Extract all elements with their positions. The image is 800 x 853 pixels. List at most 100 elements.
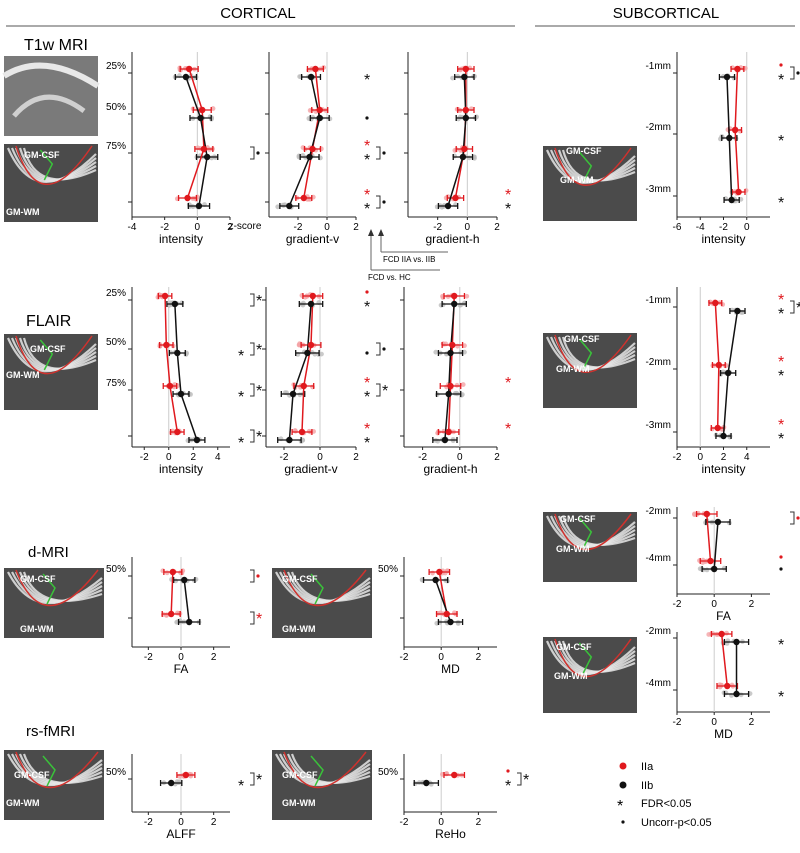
surface-contour xyxy=(290,753,371,784)
key-arrow-hc xyxy=(368,229,374,236)
surface-contour xyxy=(290,571,371,602)
iia-subject-dot xyxy=(164,570,170,576)
iib-mean-point xyxy=(286,202,293,210)
sig-ab-fdr: * xyxy=(256,611,262,628)
iib-mean-point xyxy=(451,300,458,308)
iia-mean-point xyxy=(312,65,319,73)
iib-mean-line xyxy=(288,303,312,441)
boundary-contour xyxy=(554,334,632,373)
iib-subject-dot xyxy=(450,75,455,81)
iia-mean-point xyxy=(200,145,208,153)
panel-sub_md: -2 0 2 MD -2mm * -4mm * xyxy=(645,626,784,741)
iia-subject-dot xyxy=(174,610,180,616)
boundary-contour xyxy=(554,513,632,551)
sig-ab-fdr: * xyxy=(256,383,262,400)
legend-uncorr-marker xyxy=(621,820,625,824)
iia-mean-line xyxy=(303,68,321,199)
y-tick-label: -2mm xyxy=(645,122,671,133)
x-tick-label: 0 xyxy=(195,222,201,233)
sig-bracket xyxy=(376,146,381,160)
lesion-contour xyxy=(42,573,56,605)
surface-contour xyxy=(545,336,636,371)
x-tick-label: -2 xyxy=(673,599,682,610)
x-tick-label: -2 xyxy=(280,452,289,463)
iia-mean-point xyxy=(714,424,721,432)
sig-ab-uncorr xyxy=(796,516,800,520)
sig-bracket xyxy=(250,569,255,583)
gm-wm-label: GM-WM xyxy=(6,207,40,217)
y-tick-label: 50% xyxy=(106,337,126,348)
iib-mean-point xyxy=(307,300,315,308)
iia-mean-line xyxy=(706,513,712,562)
iib-mean-point xyxy=(462,114,470,122)
iia-mean-point xyxy=(451,771,458,779)
iib-subject-dot xyxy=(297,74,303,80)
y-tick-label: -4mm xyxy=(645,678,671,689)
x-tick-label: -2 xyxy=(144,652,153,663)
iia-mean-point xyxy=(307,341,315,349)
iib-subject-dot xyxy=(454,390,459,396)
iia-mean-point xyxy=(166,382,174,390)
x-tick-label: -2 xyxy=(673,717,682,728)
iib-mean-line xyxy=(183,579,190,623)
iib-mean-point xyxy=(182,73,190,81)
iia-mean-point xyxy=(436,568,443,576)
sig-iib-uncorr xyxy=(365,116,369,120)
x-axis-label: gradient-v xyxy=(286,232,339,246)
sig-iib-fdr: * xyxy=(505,778,511,795)
x-tick-label: 0 xyxy=(711,717,717,728)
y-tick-label: -1mm xyxy=(645,295,671,306)
boundary-contour xyxy=(15,335,93,375)
legend-iia-label: IIa xyxy=(641,761,654,773)
iia-mean-point xyxy=(309,292,316,300)
iib-subject-dot xyxy=(319,351,324,357)
sig-ab-fdr: * xyxy=(256,772,262,789)
sig-iia-fdr: * xyxy=(778,417,784,434)
brain-thumbnail: GM-CSF GM-WM xyxy=(4,750,104,820)
y-tick-label: -2mm xyxy=(645,357,671,368)
y-tick-label: -3mm xyxy=(645,184,671,195)
gm-csf-label: GM-CSF xyxy=(560,514,596,524)
sig-iia-uncorr xyxy=(506,769,510,773)
lesion-contour xyxy=(578,338,593,370)
x-axis-label: MD xyxy=(441,662,460,676)
subcortical-header: SUBCORTICAL xyxy=(613,5,719,22)
surface-contour xyxy=(22,571,103,602)
iib-mean-line xyxy=(447,76,467,207)
sig-bracket xyxy=(376,195,381,209)
gm-csf-label: GM-CSF xyxy=(282,770,318,780)
iia-mean-point xyxy=(161,292,169,300)
iib-mean-point xyxy=(445,390,452,398)
sig-iib-fdr: * xyxy=(364,435,370,452)
sig-bracket xyxy=(517,772,522,786)
sig-iia-uncorr xyxy=(365,290,369,294)
x-tick-label: 2 xyxy=(211,652,217,663)
x-tick-label: -2 xyxy=(433,222,442,233)
x-tick-label: 0 xyxy=(438,817,444,828)
boundary-contour xyxy=(15,569,99,607)
iia-mean-point xyxy=(300,382,307,390)
x-axis-label: intensity xyxy=(701,462,745,476)
iib-mean-point xyxy=(289,390,297,398)
y-tick-label: 50% xyxy=(378,564,398,575)
iia-subject-dot xyxy=(293,428,298,434)
iia-mean-point xyxy=(731,126,739,134)
gm-wm-label: GM-WM xyxy=(6,798,40,808)
surface-contour xyxy=(545,640,636,676)
gm-csf-label: GM-CSF xyxy=(20,574,56,584)
iib-mean-point xyxy=(306,153,313,161)
gm-csf-label: GM-CSF xyxy=(14,770,50,780)
surface-contour xyxy=(10,147,97,182)
legend-iib-marker xyxy=(619,781,627,789)
iia-mean-line xyxy=(164,295,179,433)
sig-bracket xyxy=(250,342,255,356)
iib-mean-point xyxy=(461,73,468,81)
x-tick-label: -4 xyxy=(696,222,705,233)
panel-dm_fa: -2 0 2 FA 50% * xyxy=(106,557,262,676)
sig-iib-fdr: * xyxy=(778,306,784,323)
iib-mean-point xyxy=(193,436,201,444)
sig-iib-fdr: * xyxy=(238,389,244,406)
iia-mean-point xyxy=(169,568,177,576)
